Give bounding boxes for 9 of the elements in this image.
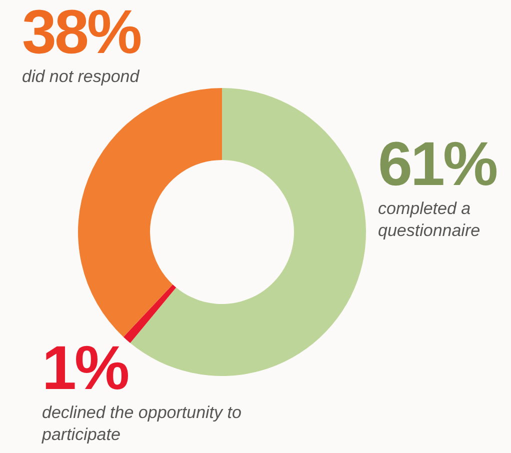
data-label: 1%: [42, 334, 129, 403]
slice-label: did not respond: [22, 66, 141, 88]
slice-label: completed a questionnaire: [378, 198, 482, 242]
donut-slice: [78, 88, 222, 337]
donut-slice: [123, 284, 176, 343]
donut-slice: [130, 88, 366, 376]
slice-label: declined the opportunity to participate: [42, 402, 242, 446]
data-label: 61%: [378, 130, 498, 199]
data-label: 38%: [22, 0, 142, 67]
